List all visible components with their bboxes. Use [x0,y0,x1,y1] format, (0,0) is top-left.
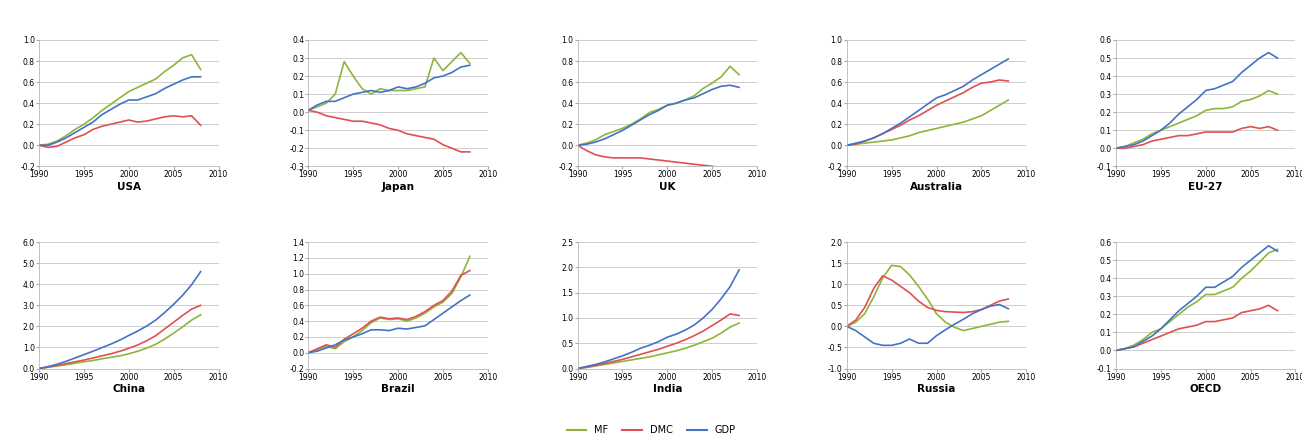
Legend: MF, DMC, GDP: MF, DMC, GDP [562,421,740,439]
X-axis label: USA: USA [117,182,141,192]
X-axis label: UK: UK [659,182,676,192]
X-axis label: EU-27: EU-27 [1189,182,1223,192]
X-axis label: Australia: Australia [910,182,963,192]
X-axis label: India: India [652,385,682,394]
X-axis label: Russia: Russia [918,385,956,394]
X-axis label: China: China [112,385,146,394]
X-axis label: Brazil: Brazil [381,385,415,394]
X-axis label: OECD: OECD [1190,385,1221,394]
X-axis label: Japan: Japan [381,182,414,192]
